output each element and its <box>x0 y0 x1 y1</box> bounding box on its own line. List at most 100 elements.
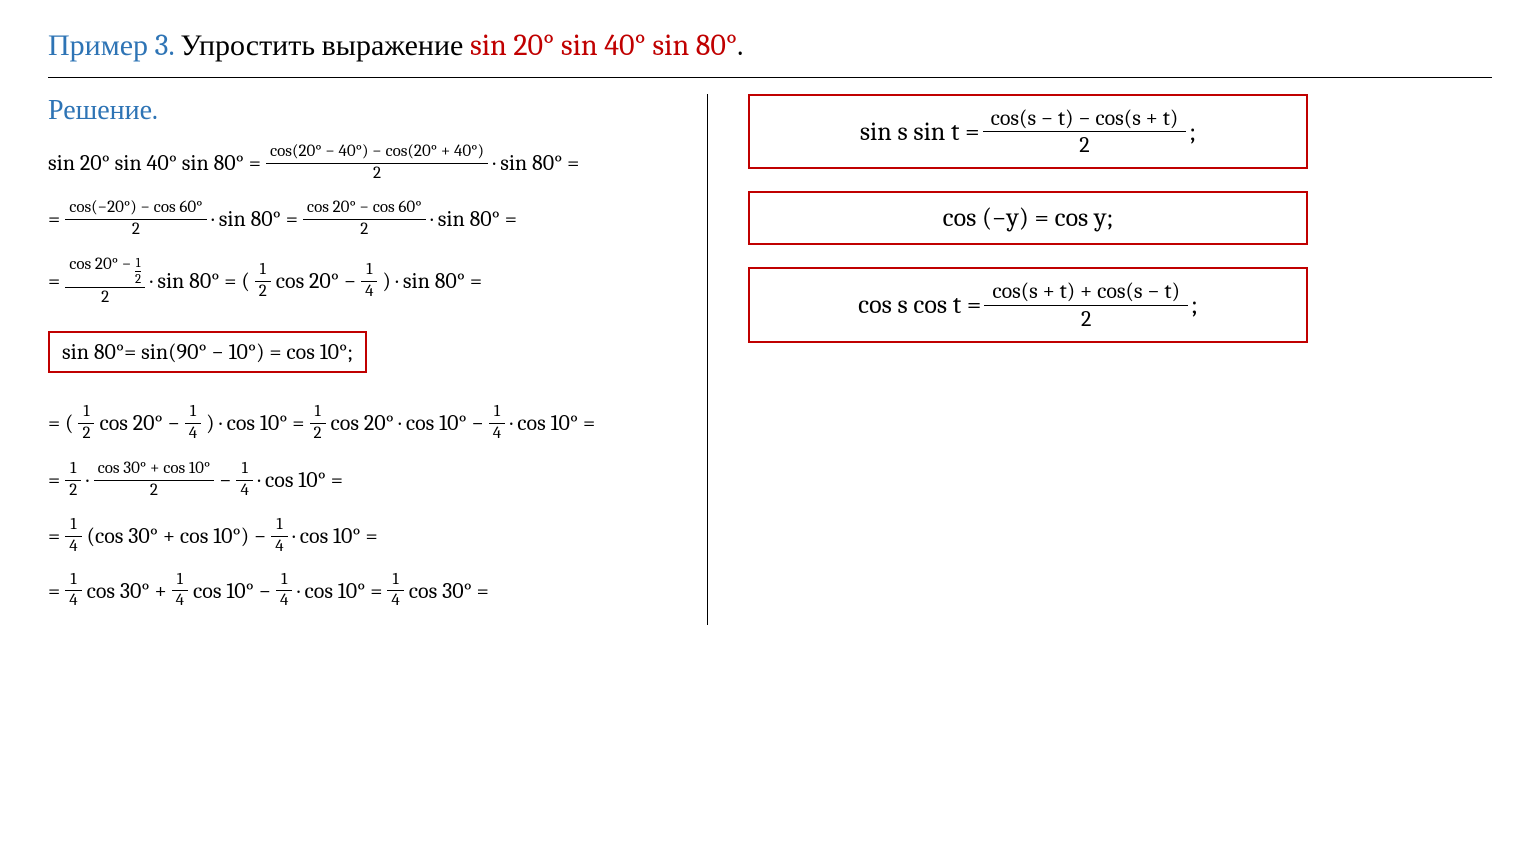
fraction: 14 <box>65 516 81 556</box>
eq-text: ) · cos 10° = <box>206 410 304 436</box>
eq-text: · cos 10° = <box>293 523 378 549</box>
fraction-denominator: 4 <box>489 423 505 444</box>
eq-text: cos 20° − <box>69 255 135 274</box>
fraction: 14 <box>271 516 287 556</box>
fraction-denominator: 4 <box>361 281 377 302</box>
eq-text: · <box>86 467 88 493</box>
formula-even-cos: cos (−y) = cos y; <box>748 191 1308 245</box>
formula-text: cos (−y) = cos y; <box>943 203 1114 233</box>
eq-text: cos 20° · cos 10° − <box>331 410 484 436</box>
fraction: 14 <box>489 403 505 443</box>
title-label: Пример 3. <box>48 28 174 63</box>
fraction-numerator: 1 <box>272 516 286 536</box>
fraction: 12 <box>310 403 326 443</box>
title-expression: sin 20° sin 40° sin 80° <box>470 28 737 63</box>
eq-text: sin 20° sin 40° sin 80° = <box>48 150 261 176</box>
fraction-numerator: cos(20° − 40°) − cos(20° + 40°) <box>266 143 488 163</box>
fraction: 12 <box>78 403 94 443</box>
fraction-numerator: cos(s + t) + cos(s − t) <box>984 279 1188 304</box>
fraction-denominator: 4 <box>276 590 292 611</box>
fraction-denominator: 4 <box>65 536 81 557</box>
fraction-denominator: 2 <box>983 131 1187 157</box>
fraction-denominator: 4 <box>387 590 403 611</box>
fraction: cos(20° − 40°) − cos(20° + 40°) 2 <box>266 143 488 183</box>
formulas-column: sin s sin t = cos(s − t) − cos(s + t) 2 … <box>708 94 1492 625</box>
fraction: 14 <box>236 460 252 500</box>
fraction-numerator: 1 <box>173 571 187 591</box>
fraction-numerator: 1 <box>389 571 403 591</box>
fraction-denominator: 4 <box>236 480 252 501</box>
fraction-numerator: 1 <box>136 257 141 271</box>
eq-text: cos 10° − <box>193 578 271 604</box>
formula-end: ; <box>1189 117 1196 147</box>
eq-text: cos 30° = <box>409 578 489 604</box>
eq-text: cos 30° + <box>87 578 167 604</box>
eq-text: · sin 80° = <box>431 206 517 232</box>
eq-text: ) · sin 80° = <box>382 268 482 294</box>
fraction-denominator: 2 <box>266 163 488 184</box>
eq-text: = <box>48 578 60 604</box>
eq-text: · cos 10° = <box>297 578 382 604</box>
eq-text: = <box>48 523 60 549</box>
eq-text: − <box>219 467 231 493</box>
fraction: cos(s + t) + cos(s − t) 2 <box>984 279 1188 330</box>
eq-text: = ( <box>48 410 73 436</box>
eq-text: = <box>48 268 60 294</box>
fraction-numerator: 1 <box>256 261 270 281</box>
fraction-denominator: 2 <box>65 219 206 240</box>
fraction-numerator: 1 <box>238 460 252 480</box>
fraction-numerator: 1 <box>66 571 80 591</box>
eq-text: · cos 10° = <box>510 410 595 436</box>
fraction-numerator: 1 <box>277 571 291 591</box>
eq-text: cos 20° − <box>276 268 356 294</box>
fraction-denominator: 4 <box>271 536 287 557</box>
solution-line-5: = ( 12 cos 20° − 14 ) · cos 10° = 12 cos… <box>48 403 687 443</box>
fraction: cos 20° − 12 2 <box>65 256 145 308</box>
fraction-denominator: 2 <box>135 271 141 286</box>
fraction-denominator: 2 <box>255 281 271 302</box>
fraction: cos(−20°) − cos 60° 2 <box>65 199 206 239</box>
fraction-numerator: 1 <box>362 261 376 281</box>
fraction-numerator: 1 <box>186 403 200 423</box>
fraction-numerator: cos(−20°) − cos 60° <box>65 199 206 219</box>
fraction-denominator: 2 <box>65 480 81 501</box>
eq-text: = <box>48 467 60 493</box>
formula-lhs: sin s sin t = <box>860 117 980 147</box>
fraction: cos(s − t) − cos(s + t) 2 <box>983 106 1187 157</box>
fraction-denominator: 2 <box>310 423 326 444</box>
fraction-numerator: cos 20° − 12 <box>65 256 145 287</box>
fraction-numerator: 1 <box>66 516 80 536</box>
solution-line-6: = 1 2 · cos 30° + cos 10° 2 − 14 · cos 10… <box>48 460 687 500</box>
solution-label: Решение. <box>48 94 687 127</box>
fraction-denominator: 2 <box>65 287 145 308</box>
eq-text: (cos 30° + cos 10°) − <box>87 523 267 549</box>
fraction: 14 <box>361 261 377 301</box>
fraction: 14 <box>185 403 201 443</box>
formula-lhs: cos s cos t = <box>858 290 981 320</box>
fraction-denominator: 2 <box>78 423 94 444</box>
fraction-denominator: 4 <box>65 590 81 611</box>
fraction-numerator: cos 20° − cos 60° <box>303 199 426 219</box>
solution-line-2: = cos(−20°) − cos 60° 2 · sin 80° = cos … <box>48 199 687 239</box>
solution-line-7: = 14 (cos 30° + cos 10°) − 14 · cos 10° … <box>48 516 687 556</box>
eq-text: · sin 80° = <box>493 150 579 176</box>
title-period: . <box>737 28 743 63</box>
solution-column: Решение. sin 20° sin 40° sin 80° = cos(2… <box>48 94 708 625</box>
eq-text: · sin 80° = <box>212 206 298 232</box>
fraction-denominator: 2 <box>303 219 426 240</box>
formula-end: ; <box>1191 290 1198 320</box>
fraction: cos 30° + cos 10° 2 <box>94 460 215 500</box>
fraction: 14 <box>65 571 81 611</box>
boxed-identity: sin 80°= sin(90° − 10°) = cos 10°; <box>48 331 367 373</box>
fraction: 12 <box>255 261 271 301</box>
formula-product-to-sum-cos: cos s cos t = cos(s + t) + cos(s − t) 2 … <box>748 267 1308 342</box>
fraction-numerator: cos 30° + cos 10° <box>94 460 215 480</box>
eq-text: cos 20° − <box>99 410 179 436</box>
fraction-numerator: 1 <box>490 403 504 423</box>
eq-text: · sin 80° = ( <box>150 268 250 294</box>
solution-line-8: = 14 cos 30° + 14 cos 10° − 14 · cos 10°… <box>48 571 687 611</box>
eq-text: · cos 10° = <box>258 467 343 493</box>
mini-fraction: 12 <box>135 257 141 286</box>
fraction: 14 <box>172 571 188 611</box>
fraction-denominator: 2 <box>984 305 1188 331</box>
